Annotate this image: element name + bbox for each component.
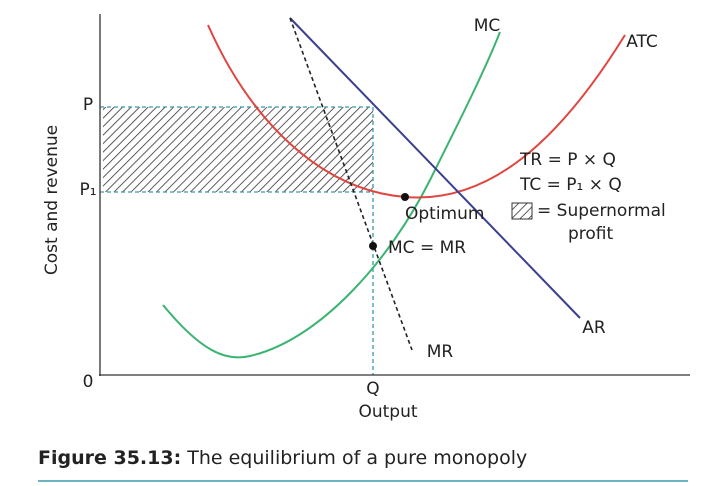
p-label: P xyxy=(83,95,93,115)
ar-label: AR xyxy=(582,318,606,338)
mr-line xyxy=(289,17,413,351)
origin-label: 0 xyxy=(83,372,94,392)
legend-swatch xyxy=(511,202,533,220)
profit-area xyxy=(103,107,373,192)
q-label: Q xyxy=(366,379,379,399)
optimum-label: Optimum xyxy=(405,204,484,224)
mc-mr-label: MC = MR xyxy=(388,238,466,258)
tc-formula: TC = P₁ × Q xyxy=(519,175,622,195)
p1-label: P₁ xyxy=(79,180,96,200)
axes xyxy=(99,14,690,376)
mr-label: MR xyxy=(427,342,454,362)
optimum-point xyxy=(401,193,409,201)
ar-line xyxy=(289,17,581,319)
mc-label: MC xyxy=(474,16,501,36)
caption-label: Figure 35.13: xyxy=(38,447,181,469)
y-axis-label: Cost and revenue xyxy=(42,125,62,275)
guide-lines xyxy=(100,106,374,375)
caption-text: The equilibrium of a pure monopoly xyxy=(186,447,527,469)
tr-formula: TR = P × Q xyxy=(519,150,616,170)
x-axis-label: Output xyxy=(358,402,417,422)
legend-text: profit xyxy=(568,224,614,244)
legend-text: = Supernormal xyxy=(537,201,666,221)
atc-label: ATC xyxy=(626,32,658,52)
mc-mr-point xyxy=(369,242,377,250)
mc-curve xyxy=(162,31,501,359)
caption: Figure 35.13: The equilibrium of a pure … xyxy=(38,447,527,469)
